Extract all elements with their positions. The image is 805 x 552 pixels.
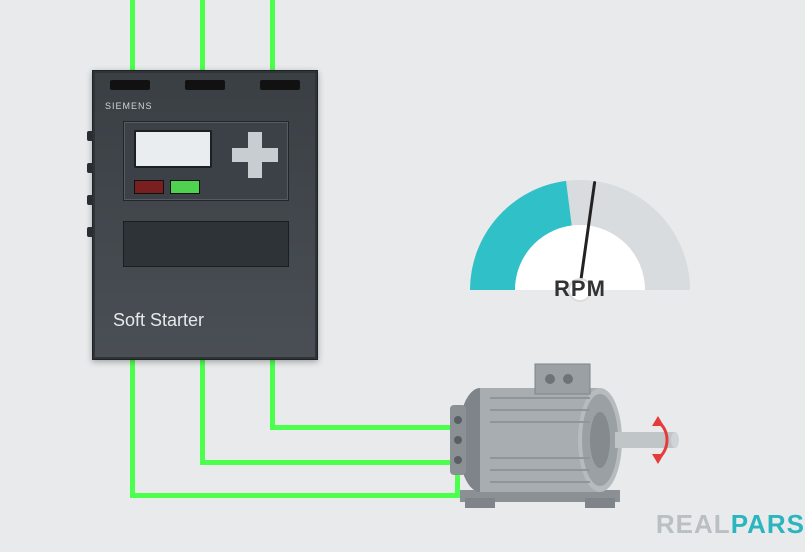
output-wire-1a: [130, 360, 135, 498]
dpad-icon: [232, 132, 278, 178]
input-wire-2: [200, 0, 205, 72]
motor-icon: [440, 350, 700, 520]
logo-part2: PARS: [731, 509, 805, 539]
device-brand: SIEMENS: [105, 101, 153, 111]
brand-logo: REALPARS: [656, 509, 805, 540]
lower-panel: [123, 221, 289, 267]
diagram-canvas: SIEMENS Soft Starter RPM: [0, 0, 805, 552]
control-panel: [123, 121, 289, 201]
start-button[interactable]: [170, 180, 200, 194]
terminal-row: [93, 75, 317, 95]
output-wire-3b: [270, 425, 460, 430]
input-wire-3: [270, 0, 275, 72]
output-wire-3a: [270, 360, 275, 430]
rpm-gauge: RPM: [450, 150, 710, 320]
stop-button[interactable]: [134, 180, 164, 194]
device-label: Soft Starter: [113, 310, 204, 331]
input-wire-1: [130, 0, 135, 72]
logo-part1: REAL: [656, 509, 731, 539]
output-wire-2b: [200, 460, 460, 465]
output-wire-2a: [200, 360, 205, 465]
gauge-label: RPM: [450, 276, 710, 302]
display-screen: [134, 130, 212, 168]
soft-starter-device: SIEMENS Soft Starter: [92, 70, 318, 360]
output-wire-1b: [130, 493, 460, 498]
